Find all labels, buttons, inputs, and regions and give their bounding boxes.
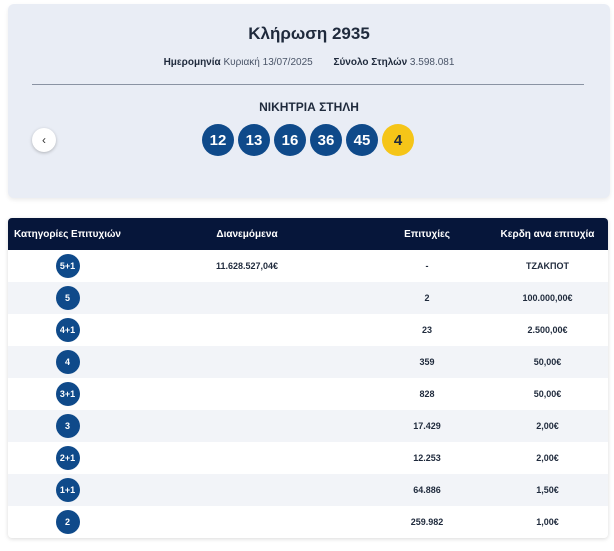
prize-cell: 2,00€: [536, 421, 559, 431]
distributed-cell: 11.628.527,04€: [215, 261, 279, 271]
category-badge: 4: [55, 350, 80, 374]
category-badge: 3: [55, 414, 80, 438]
table-row: 1+1 64.886 1,50€: [8, 474, 608, 506]
header-winners: Επιτυχίες: [404, 228, 450, 240]
prize-cell: 2.500,00€: [527, 325, 568, 335]
category-badge: 5: [55, 286, 80, 310]
prize-table: Κατηγορίες Επιτυχιών Διανεμόμενα Επιτυχί…: [8, 218, 608, 538]
category-cell: 3+1: [8, 382, 127, 406]
winning-numbers: 12 13 16 36 45 4: [202, 124, 414, 156]
table-row: 5+1 11.628.527,04€ - ΤΖΑΚΠΟΤ: [8, 250, 608, 282]
date-value: Κυριακή 13/07/2025: [223, 57, 313, 68]
bonus-ball: 4: [382, 124, 414, 156]
prize-cell: 100.000,00€: [522, 293, 573, 303]
header-prize: Κερδη ανα επιτυχία: [500, 228, 595, 240]
winners-cell: 23: [421, 325, 432, 335]
category-badge: 2+1: [55, 446, 80, 470]
previous-draw-button[interactable]: ‹: [32, 128, 56, 152]
category-badge: 5+1: [55, 254, 80, 278]
header-category: Κατηγορίες Επιτυχιών: [13, 228, 121, 240]
columns-label: Σύνολο Στηλών: [333, 57, 408, 68]
draw-meta: Ημερομηνία Κυριακή 13/07/2025 Σύνολο Στη…: [8, 57, 610, 68]
divider: [32, 84, 584, 85]
table-header: Κατηγορίες Επιτυχιών Διανεμόμενα Επιτυχί…: [8, 218, 608, 250]
prize-cell: 1,50€: [536, 485, 559, 495]
number-ball: 36: [310, 124, 342, 156]
prize-cell: 1,00€: [536, 517, 559, 527]
category-cell: 2+1: [8, 446, 127, 470]
table-row: 5 2 100.000,00€: [8, 282, 608, 314]
category-cell: 5+1: [8, 254, 127, 278]
table-row: 2+1 12.253 2,00€: [8, 442, 608, 474]
header-distributed: Διανεμόμενα: [216, 228, 278, 240]
winners-cell: 359: [419, 357, 435, 367]
category-badge: 4+1: [55, 318, 80, 342]
number-ball: 45: [346, 124, 378, 156]
winners-cell: 2: [424, 293, 430, 303]
draw-title: Κλήρωση 2935: [248, 24, 370, 43]
category-cell: 4: [8, 350, 127, 374]
draw-card: Κλήρωση 2935 Ημερομηνία Κυριακή 13/07/20…: [8, 4, 610, 198]
chevron-left-icon: ‹: [42, 133, 46, 147]
table-row: 4+1 23 2.500,00€: [8, 314, 608, 346]
columns-group: Σύνολο Στηλών 3.598.081: [333, 57, 454, 68]
category-cell: 5: [8, 286, 127, 310]
winners-cell: 259.982: [410, 517, 444, 527]
table-row: 4 359 50,00€: [8, 346, 608, 378]
columns-value: 3.598.081: [409, 57, 455, 68]
category-cell: 1+1: [8, 478, 127, 502]
number-ball: 16: [274, 124, 306, 156]
date-label: Ημερομηνία: [163, 57, 221, 68]
number-ball: 12: [202, 124, 234, 156]
prize-cell: ΤΖΑΚΠΟΤ: [526, 261, 569, 271]
winners-cell: 17.429: [413, 421, 441, 431]
number-ball: 13: [238, 124, 270, 156]
table-row: 2 259.982 1,00€: [8, 506, 608, 538]
winners-cell: 64.886: [413, 485, 441, 495]
table-row: 3 17.429 2,00€: [8, 410, 608, 442]
winners-cell: 828: [419, 389, 435, 399]
winners-cell: -: [425, 261, 429, 271]
category-cell: 3: [8, 414, 127, 438]
winners-cell: 12.253: [413, 453, 441, 463]
table-row: 3+1 828 50,00€: [8, 378, 608, 410]
date-group: Ημερομηνία Κυριακή 13/07/2025: [164, 57, 313, 68]
category-badge: 2: [55, 510, 80, 534]
category-cell: 4+1: [8, 318, 127, 342]
prize-cell: 50,00€: [533, 357, 562, 367]
category-badge: 1+1: [55, 478, 80, 502]
table-body: 5+1 11.628.527,04€ - ΤΖΑΚΠΟΤ 5 2 100.000,00€ 4+…: [8, 250, 608, 538]
category-badge: 3+1: [55, 382, 80, 406]
prize-cell: 50,00€: [533, 389, 562, 399]
prize-cell: 2,00€: [536, 453, 559, 463]
category-cell: 2: [8, 510, 127, 534]
winning-label: ΝΙΚΗΤΡΙΑ ΣΤΗΛΗ: [259, 100, 359, 114]
